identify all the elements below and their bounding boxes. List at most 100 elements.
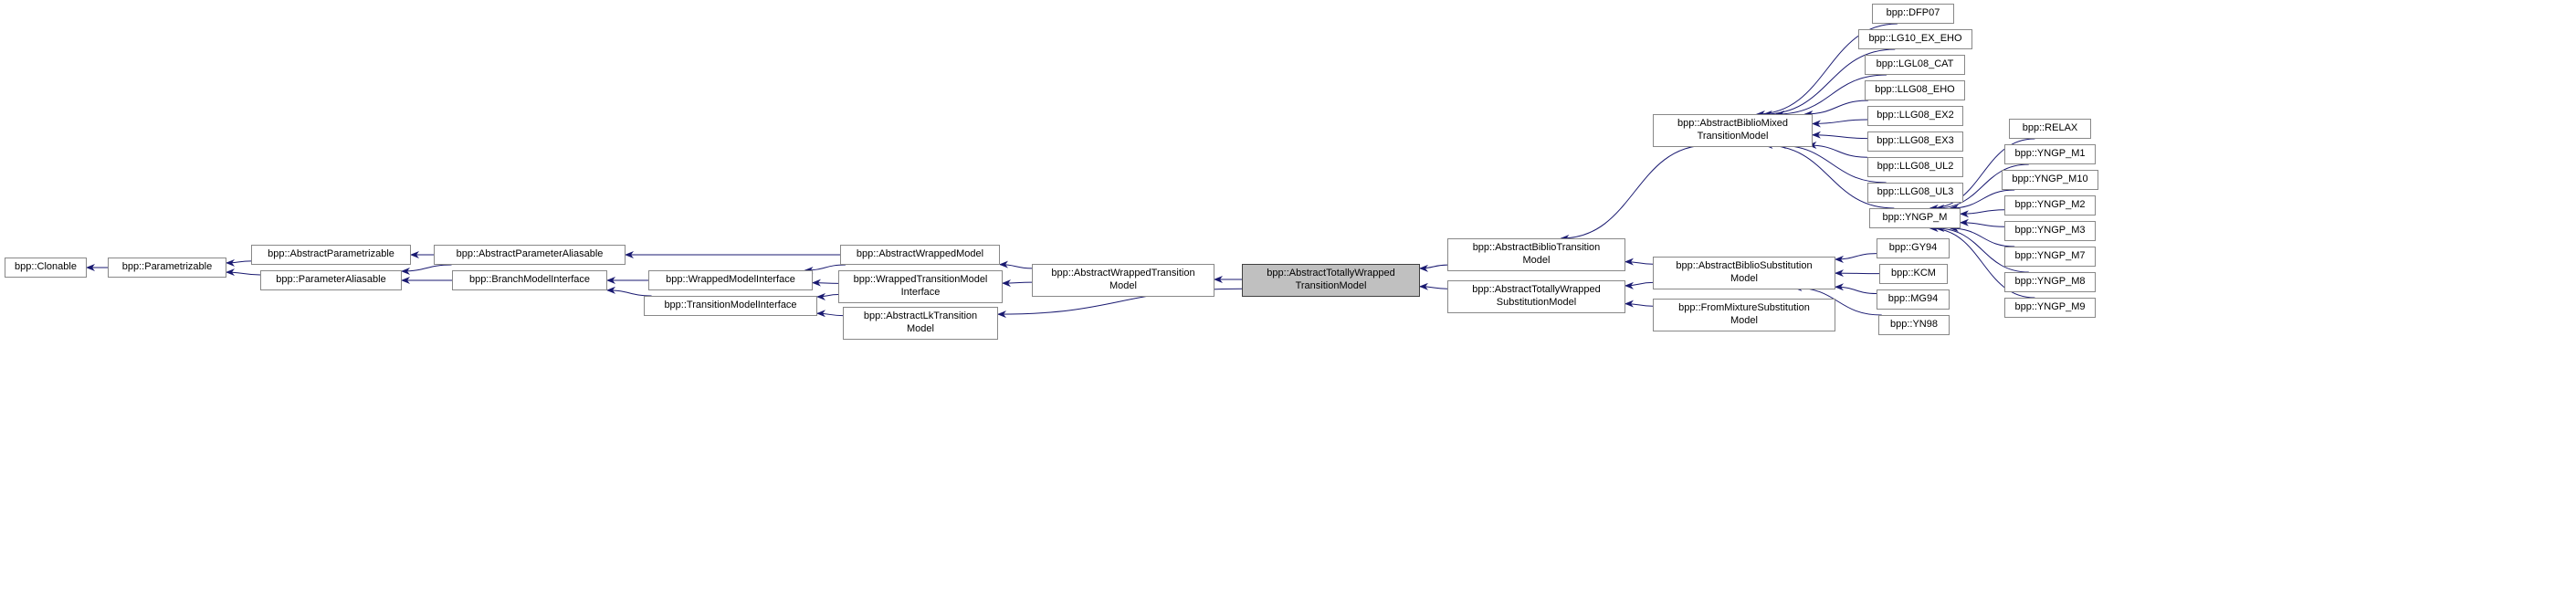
- node-dfp07[interactable]: bpp::DFP07: [1872, 4, 1954, 24]
- edge-llg08_eho-to-abs_biblio_mixed: [1804, 100, 1868, 114]
- node-label[interactable]: bpp::LGL08_CAT: [1877, 58, 1954, 69]
- node-llg08_ul2[interactable]: bpp::LLG08_UL2: [1867, 157, 1963, 177]
- edge-from_mix_sub-to-abs_tot_wrapped_sub: [1625, 304, 1653, 307]
- node-param_aliasable[interactable]: bpp::ParameterAliasable: [260, 270, 402, 290]
- node-abs_parametrizable[interactable]: bpp::AbstractParametrizable: [251, 245, 411, 265]
- edge-abs_biblio_trans-to-abs_tot_wrapped: [1420, 265, 1447, 268]
- node-llg08_eho[interactable]: bpp::LLG08_EHO: [1865, 80, 1965, 100]
- node-label[interactable]: bpp::KCM: [1891, 268, 1936, 279]
- edge-abs_biblio_sub-to-abs_biblio_trans: [1625, 262, 1653, 265]
- edge-abs_biblio_sub-to-abs_tot_wrapped_sub: [1625, 282, 1653, 285]
- node-abs_biblio_sub[interactable]: bpp::AbstractBiblioSubstitutionModel: [1653, 257, 1835, 289]
- node-llg08_ex3[interactable]: bpp::LLG08_EX3: [1867, 131, 1963, 152]
- node-yngp_m10[interactable]: bpp::YNGP_M10: [2002, 170, 2098, 190]
- node-abs_biblio_mixed[interactable]: bpp::AbstractBiblioMixedTransitionModel: [1653, 114, 1813, 147]
- node-label[interactable]: bpp::Parametrizable: [122, 261, 212, 272]
- edge-llg08_ex2-to-abs_biblio_mixed: [1813, 120, 1867, 124]
- node-label[interactable]: bpp::GY94: [1889, 242, 1938, 253]
- node-trans_model_iface[interactable]: bpp::TransitionModelInterface: [644, 296, 817, 316]
- node-label[interactable]: bpp::AbstractBiblioSubstitutionModel: [1676, 260, 1812, 284]
- node-branch_model_iface[interactable]: bpp::BranchModelInterface: [452, 270, 607, 290]
- node-label[interactable]: bpp::TransitionModelInterface: [664, 300, 796, 310]
- node-mg94[interactable]: bpp::MG94: [1877, 289, 1950, 310]
- edge-mg94-to-abs_biblio_sub: [1835, 287, 1877, 293]
- node-gy94[interactable]: bpp::GY94: [1877, 238, 1950, 258]
- node-label[interactable]: bpp::LLG08_UL3: [1877, 186, 1954, 197]
- node-label[interactable]: bpp::WrappedTransitionModelInterface: [854, 274, 988, 298]
- edge-gy94-to-abs_biblio_sub: [1835, 254, 1877, 259]
- node-abs_wrapped_trans[interactable]: bpp::AbstractWrappedTransitionModel: [1032, 264, 1214, 297]
- node-yngp_m[interactable]: bpp::YNGP_M: [1869, 208, 1961, 228]
- node-yngp_m2[interactable]: bpp::YNGP_M2: [2004, 195, 2096, 216]
- node-label[interactable]: bpp::YNGP_M3: [2014, 225, 2085, 236]
- edge-abs_tot_wrapped_sub-to-abs_tot_wrapped: [1420, 287, 1447, 289]
- node-lgl08_cat[interactable]: bpp::LGL08_CAT: [1865, 55, 1965, 75]
- node-label[interactable]: bpp::YNGP_M2: [2014, 199, 2085, 210]
- node-label[interactable]: bpp::YNGP_M: [1883, 212, 1948, 223]
- node-abs_param_aliasable[interactable]: bpp::AbstractParameterAliasable: [434, 245, 626, 265]
- node-label[interactable]: bpp::LLG08_EX2: [1877, 110, 1953, 121]
- edge-abs_biblio_mixed-to-abs_biblio_trans: [1561, 145, 1708, 238]
- node-label[interactable]: bpp::FromMixtureSubstitutionModel: [1678, 302, 1810, 326]
- node-clonable[interactable]: bpp::Clonable: [5, 258, 87, 278]
- node-label[interactable]: bpp::YNGP_M8: [2014, 276, 2085, 287]
- edge-llg08_ul2-to-abs_biblio_mixed: [1808, 145, 1867, 157]
- node-label[interactable]: bpp::AbstractWrappedTransitionModel: [1051, 268, 1194, 291]
- edge-wrapped_trans_iface-to-trans_model_iface: [817, 295, 838, 297]
- node-parametrizable[interactable]: bpp::Parametrizable: [108, 258, 226, 278]
- node-label[interactable]: bpp::AbstractLkTransitionModel: [864, 310, 977, 334]
- node-label[interactable]: bpp::MG94: [1888, 293, 1938, 304]
- node-yngp_m7[interactable]: bpp::YNGP_M7: [2004, 247, 2096, 267]
- edge-abs_parametrizable-to-parametrizable: [226, 261, 251, 263]
- node-label[interactable]: bpp::YNGP_M9: [2014, 301, 2085, 312]
- node-abs_tot_wrapped[interactable]: bpp::AbstractTotallyWrappedTransitionMod…: [1242, 264, 1420, 297]
- node-label[interactable]: bpp::LLG08_UL2: [1877, 161, 1954, 172]
- node-label[interactable]: bpp::AbstractTotallyWrappedTransitionMod…: [1267, 268, 1394, 291]
- edge-abs_param_aliasable-to-param_aliasable: [402, 265, 452, 271]
- edge-yngp_m3-to-yngp_m: [1961, 223, 2004, 227]
- node-label[interactable]: bpp::Clonable: [15, 261, 77, 272]
- node-abs_lk_trans[interactable]: bpp::AbstractLkTransitionModel: [843, 307, 998, 340]
- node-from_mix_sub[interactable]: bpp::FromMixtureSubstitutionModel: [1653, 299, 1835, 331]
- edge-abs_lk_trans-to-trans_model_iface: [817, 313, 843, 315]
- node-label[interactable]: bpp::AbstractBiblioTransitionModel: [1473, 242, 1601, 266]
- node-wrapped_trans_iface[interactable]: bpp::WrappedTransitionModelInterface: [838, 270, 1003, 303]
- node-wrapped_model_iface[interactable]: bpp::WrappedModelInterface: [648, 270, 813, 290]
- node-label[interactable]: bpp::WrappedModelInterface: [666, 274, 795, 285]
- node-label[interactable]: bpp::LG10_EX_EHO: [1868, 33, 1961, 44]
- node-yngp_m1[interactable]: bpp::YNGP_M1: [2004, 144, 2096, 164]
- node-label[interactable]: bpp::YNGP_M7: [2014, 250, 2085, 261]
- node-label[interactable]: bpp::ParameterAliasable: [276, 274, 385, 285]
- node-label[interactable]: bpp::BranchModelInterface: [469, 274, 590, 285]
- node-label[interactable]: bpp::DFP07: [1887, 7, 1940, 18]
- node-label[interactable]: bpp::LLG08_EHO: [1875, 84, 1954, 95]
- edge-llg08_ex3-to-abs_biblio_mixed: [1813, 135, 1867, 139]
- node-label[interactable]: bpp::AbstractBiblioMixedTransitionModel: [1677, 118, 1788, 142]
- edge-kcm-to-abs_biblio_sub: [1835, 273, 1879, 274]
- node-llg08_ex2[interactable]: bpp::LLG08_EX2: [1867, 106, 1963, 126]
- node-yngp_m3[interactable]: bpp::YNGP_M3: [2004, 221, 2096, 241]
- node-yngp_m8[interactable]: bpp::YNGP_M8: [2004, 272, 2096, 292]
- node-abs_wrapped_model[interactable]: bpp::AbstractWrappedModel: [840, 245, 1000, 265]
- node-label[interactable]: bpp::YNGP_M1: [2014, 148, 2085, 159]
- node-llg08_ul3[interactable]: bpp::LLG08_UL3: [1867, 183, 1963, 203]
- node-label[interactable]: bpp::AbstractTotallyWrappedSubstitutionM…: [1472, 284, 1600, 308]
- node-label[interactable]: bpp::AbstractWrappedModel: [857, 248, 983, 259]
- edge-wrapped_trans_iface-to-wrapped_model_iface: [813, 283, 838, 284]
- edge-abs_wrapped_trans-to-wrapped_trans_iface: [1003, 282, 1032, 283]
- node-lg10[interactable]: bpp::LG10_EX_EHO: [1858, 29, 1972, 49]
- node-relax[interactable]: bpp::RELAX: [2009, 119, 2091, 139]
- node-abs_biblio_trans[interactable]: bpp::AbstractBiblioTransitionModel: [1447, 238, 1625, 271]
- node-abs_tot_wrapped_sub[interactable]: bpp::AbstractTotallyWrappedSubstitutionM…: [1447, 280, 1625, 313]
- node-label[interactable]: bpp::AbstractParametrizable: [268, 248, 394, 259]
- node-label[interactable]: bpp::LLG08_EX3: [1877, 135, 1953, 146]
- node-label[interactable]: bpp::YN98: [1890, 319, 1938, 330]
- node-label[interactable]: bpp::RELAX: [2023, 122, 2078, 133]
- node-label[interactable]: bpp::YNGP_M10: [2012, 174, 2087, 184]
- edge-yngp_m2-to-yngp_m: [1961, 210, 2004, 215]
- node-kcm[interactable]: bpp::KCM: [1879, 264, 1948, 284]
- edge-param_aliasable-to-parametrizable: [226, 272, 260, 275]
- node-yngp_m9[interactable]: bpp::YNGP_M9: [2004, 298, 2096, 318]
- node-yn98[interactable]: bpp::YN98: [1878, 315, 1950, 335]
- node-label[interactable]: bpp::AbstractParameterAliasable: [457, 248, 604, 259]
